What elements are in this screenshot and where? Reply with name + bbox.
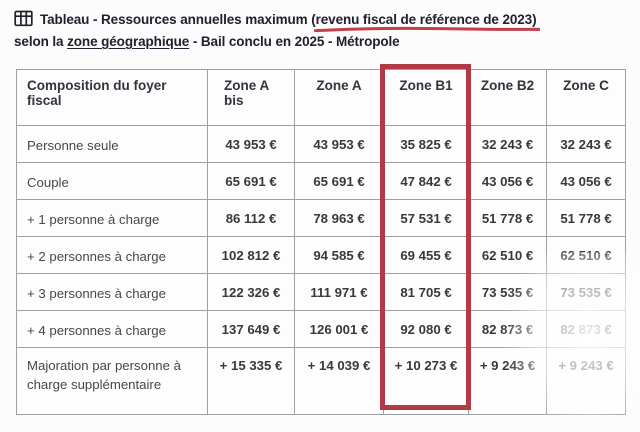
table-row: + 1 personne à charge 86 112 €78 963 €57 …	[16, 199, 626, 237]
value-cell: + 9 243 €	[546, 347, 626, 415]
value-cell: 65 691 €	[207, 162, 295, 200]
value-cell: + 14 039 €	[294, 347, 384, 415]
value-cell: 94 585 €	[294, 236, 384, 274]
value-cell: + 15 335 €	[207, 347, 295, 415]
value-cell: 47 842 €	[383, 162, 469, 200]
value-cell: 78 963 €	[294, 199, 384, 237]
column-header-0: Composition du foyer fiscal	[16, 69, 208, 126]
zone-geographique-link[interactable]: zone géographique	[67, 34, 190, 49]
value-cell: + 9 243 €	[468, 347, 547, 415]
value-cell: 62 510 €	[546, 236, 626, 274]
table-row: Majoration par personne à charge supplém…	[16, 347, 626, 415]
table-body: Personne seule 43 953 €43 953 €35 825 €32…	[16, 125, 626, 415]
row-label: Couple	[16, 162, 208, 200]
table-row: + 4 personnes à charge 137 649 €126 001 €…	[16, 310, 626, 348]
value-cell: 111 971 €	[294, 273, 384, 311]
value-cell: 122 326 €	[207, 273, 295, 311]
value-cell: 32 243 €	[468, 125, 547, 163]
value-cell: 43 953 €	[207, 125, 295, 163]
value-cell: 73 535 €	[546, 273, 626, 311]
column-header-4: Zone B2	[468, 69, 547, 126]
column-header-3: Zone B1	[383, 69, 469, 126]
table-header-row: Composition du foyer fiscal Zone A bis Zon…	[16, 69, 626, 126]
value-cell: 126 001 €	[294, 310, 384, 348]
page-title: Tableau - Ressources annuelles maximum (…	[14, 9, 630, 53]
column-header-1: Zone A bis	[207, 69, 295, 126]
value-cell: 43 056 €	[546, 162, 626, 200]
value-cell: 62 510 €	[468, 236, 547, 274]
title-annotated-segment: revenu fiscal de référence de 2023)	[313, 12, 541, 33]
value-cell: 86 112 €	[207, 199, 295, 237]
title-prefix: Tableau - Ressources annuelles maximum (	[40, 12, 316, 27]
row-label: Majoration par personne à charge supplém…	[16, 347, 208, 415]
value-cell: 65 691 €	[294, 162, 384, 200]
table-row: + 2 personnes à charge 102 812 €94 585 €6…	[16, 236, 626, 274]
table-row: + 3 personnes à charge 122 326 €111 971 €…	[16, 273, 626, 311]
title-line2-pre: selon la	[14, 34, 68, 49]
value-cell: 102 812 €	[207, 236, 295, 274]
title-annotated-text: revenu fiscal de référence de 2023)	[315, 12, 537, 27]
value-cell: 35 825 €	[383, 125, 469, 163]
value-cell: 43 953 €	[294, 125, 384, 163]
table-icon	[14, 10, 33, 27]
row-label: + 1 personne à charge	[16, 199, 208, 237]
red-marker-underline	[313, 26, 541, 33]
value-cell: 73 535 €	[468, 273, 547, 311]
value-cell: 82 873 €	[468, 310, 547, 348]
value-cell: 32 243 €	[546, 125, 626, 163]
column-header-2: Zone A	[294, 69, 384, 126]
value-cell: 82 873 €	[546, 310, 626, 348]
row-label: Personne seule	[16, 125, 208, 163]
column-header-5: Zone C	[546, 69, 626, 126]
value-cell: + 10 273 €	[383, 347, 469, 415]
value-cell: 57 531 €	[383, 199, 469, 237]
row-label: + 4 personnes à charge	[16, 310, 208, 348]
value-cell: 137 649 €	[207, 310, 295, 348]
table-row: Couple 65 691 €65 691 €47 842 €43 056 €43…	[16, 162, 626, 200]
value-cell: 81 705 €	[383, 273, 469, 311]
value-cell: 43 056 €	[468, 162, 547, 200]
title-line2-post: - Bail conclu en 2025 - Métropole	[189, 34, 400, 49]
value-cell: 92 080 €	[383, 310, 469, 348]
table-row: Personne seule 43 953 €43 953 €35 825 €32…	[16, 125, 626, 163]
resources-table-wrap: Composition du foyer fiscal Zone A bis Zon…	[16, 69, 626, 415]
value-cell: 51 778 €	[468, 199, 547, 237]
value-cell: 51 778 €	[546, 199, 626, 237]
resources-table: Composition du foyer fiscal Zone A bis Zon…	[16, 69, 626, 415]
row-label: + 2 personnes à charge	[16, 236, 208, 274]
row-label: + 3 personnes à charge	[16, 273, 208, 311]
value-cell: 69 455 €	[383, 236, 469, 274]
